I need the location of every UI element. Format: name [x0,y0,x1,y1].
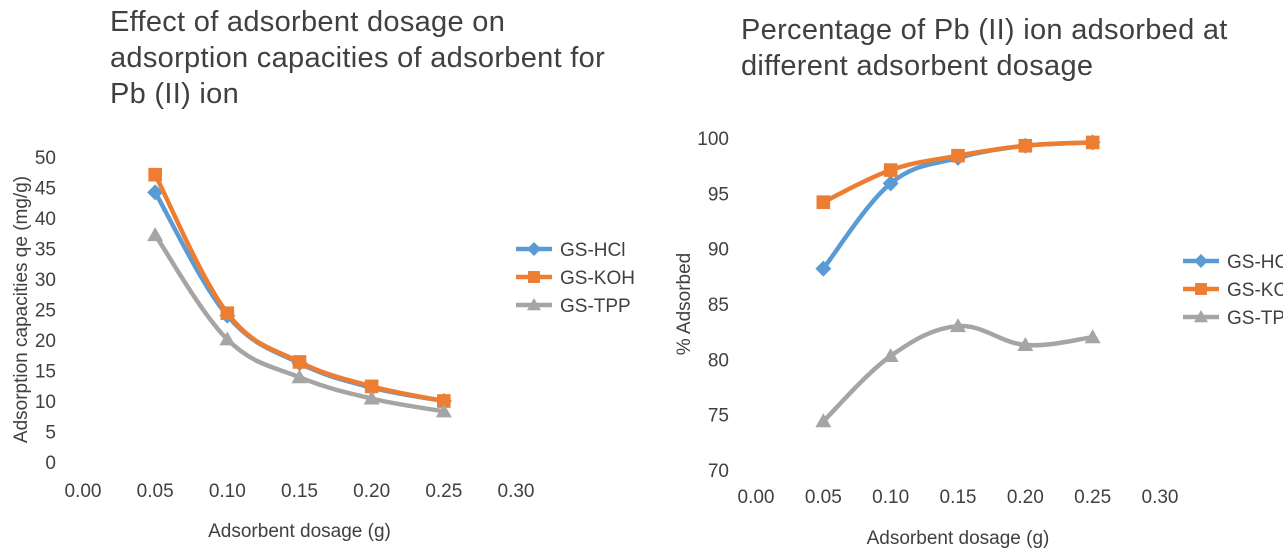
legend-label: GS-HCl [560,240,625,261]
legend-item: GS-HCl [516,240,625,261]
data-point [951,148,965,163]
data-point [1194,254,1208,268]
y-tick-label: 45 [35,179,56,200]
y-tick-label: 50 [35,148,56,169]
chart-title: Percentage of Pb (II) ion adsorbed at di… [741,12,1228,84]
y-tick-label: 15 [35,362,56,383]
data-point [1084,329,1101,344]
chart-title-line: Percentage of Pb (II) ion adsorbed at [741,14,1228,46]
data-point [148,167,162,182]
x-tick-label: 0.05 [805,487,842,508]
legend-item: GS-TPP [1183,308,1283,329]
chart-title-line: Effect of adsorbent dosage on [110,6,506,38]
y-tick-label: 95 [708,184,729,205]
x-tick-label: 0.15 [281,481,318,502]
y-tick-label: 30 [35,270,56,291]
data-point [363,390,380,405]
y-tick-label: 90 [708,240,729,261]
x-tick-label: 0.15 [940,487,977,508]
y-axis-title: Adsorption capacities qe (mg/g) [11,176,32,443]
chart-title-line: adsorption capacities of adsorbent for [110,42,606,74]
data-point [219,331,236,346]
data-point [883,163,898,177]
data-point [437,394,451,408]
series-gs-tpp [815,318,1101,428]
data-point [1195,283,1207,295]
y-tick-label: 0 [45,453,56,474]
data-point [147,227,164,242]
plot-area: 70 75 80 85 90 95 100 0.00 0.05 0.10 0.15 0.20 0.25 0… [674,129,1283,549]
data-point [291,369,308,384]
x-tick-label: 0.00 [738,487,775,508]
data-point [292,355,307,369]
data-point [527,298,541,311]
data-point [815,260,832,277]
data-point [815,413,832,428]
y-tick-label: 10 [35,392,56,413]
x-tick-label: 0.00 [65,481,102,502]
series-line [152,232,447,414]
legend-item: GS-KOH [1183,280,1283,301]
data-point [1194,310,1208,323]
data-point [1017,336,1034,351]
x-tick-label: 0.10 [872,487,909,508]
x-tick-label: 0.25 [1074,487,1111,508]
y-tick-label: 20 [35,331,56,352]
legend-item: GS-TPP [516,296,631,317]
series-line [821,323,1095,424]
y-axis-title: % Adsorbed [674,253,695,355]
x-tick-label: 0.30 [498,481,535,502]
legend-label: GS-KOH [560,268,635,289]
series-gs-koh [816,135,1100,209]
legend-item: GS-HCL [1183,252,1283,273]
data-point [147,184,164,201]
legend-label: GS-TPP [1227,308,1283,329]
chart-percent-adsorbed: Percentage of Pb (II) ion adsorbed at di… [650,0,1283,549]
chart-adsorption-capacity: Effect of adsorbent dosage on adsorption… [11,4,635,542]
data-point [364,379,379,394]
chart-title-line: different adsorbent dosage [741,50,1094,82]
data-point [1018,138,1033,153]
data-point [882,175,899,192]
data-point [950,318,966,333]
data-point [220,306,235,320]
legend-label: GS-TPP [560,296,631,317]
data-point [527,242,541,256]
data-point [882,348,899,363]
data-point [528,271,540,283]
series-gs-tpp [147,227,452,418]
x-axis-title: Adsorbent dosage (g) [208,521,391,542]
legend-label: GS-HCL [1227,252,1283,273]
x-tick-label: 0.25 [425,481,462,502]
x-tick-label: 0.20 [1007,487,1044,508]
y-tick-label: 80 [708,350,729,371]
y-tick-label: 25 [35,301,56,322]
x-tick-label: 0.30 [1142,487,1179,508]
series-gs-koh [148,167,451,408]
y-tick-label: 35 [35,240,56,261]
chart-title-line: Pb (II) ion [110,78,240,110]
y-tick-label: 70 [708,461,729,482]
y-tick-label: 75 [708,406,729,427]
x-tick-label: 0.05 [137,481,174,502]
y-tick-label: 40 [35,209,56,230]
y-tick-label: 100 [697,129,729,150]
x-tick-label: 0.10 [209,481,246,502]
legend-label: GS-KOH [1227,280,1283,301]
x-axis-title: Adsorbent dosage (g) [867,528,1050,549]
data-point [1085,135,1100,150]
y-tick-label: 5 [45,423,56,444]
data-point [816,195,831,209]
chart-title: Effect of adsorbent dosage on adsorption… [110,4,605,112]
legend-item: GS-KOH [516,268,635,289]
y-tick-label: 85 [708,295,729,316]
plot-area: 0 5 10 15 20 25 30 35 40 45 50 0.00 0.05 0.10 0.15 0.20… [11,148,635,542]
x-tick-label: 0.20 [353,481,390,502]
data-point [435,403,452,418]
series-line [152,172,447,404]
